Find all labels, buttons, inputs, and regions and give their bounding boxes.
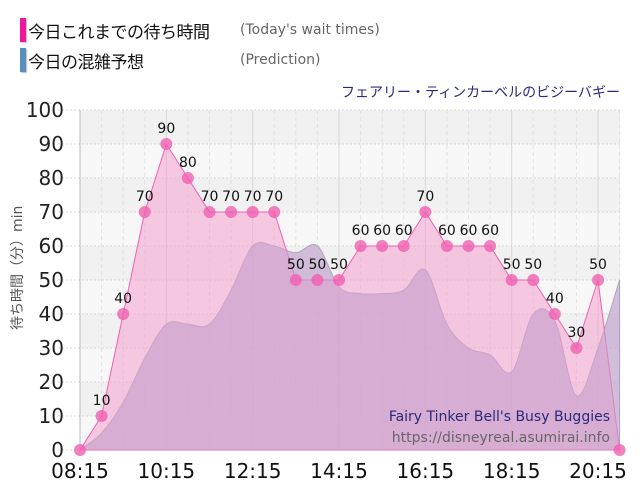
data-point <box>484 240 497 252</box>
data-label: 70 <box>265 189 283 205</box>
legend-actual-swatch <box>20 18 26 42</box>
data-point <box>138 206 151 218</box>
legend-prediction-swatch <box>20 48 26 72</box>
x-tick-label: 08:15 <box>51 459 109 483</box>
data-label: 80 <box>179 155 197 171</box>
data-point <box>95 410 108 422</box>
data-label: 30 <box>568 325 586 341</box>
y-tick-label: 20 <box>39 370 64 394</box>
data-label: 60 <box>373 223 391 239</box>
data-label: 70 <box>201 189 219 205</box>
x-tick-label: 18:15 <box>483 459 541 483</box>
data-point <box>613 444 626 456</box>
y-tick-label: 60 <box>39 234 64 258</box>
data-point <box>462 240 475 252</box>
data-point <box>74 444 86 456</box>
data-label: 50 <box>330 257 348 273</box>
data-point <box>246 206 259 218</box>
data-point <box>289 274 302 286</box>
data-label: 70 <box>136 189 154 205</box>
y-tick-label: 10 <box>39 404 64 428</box>
data-point <box>570 342 583 354</box>
data-point <box>354 240 367 252</box>
legend-prediction-label: 今日の混雑予想 <box>28 52 144 73</box>
data-point <box>181 172 194 184</box>
data-point <box>419 206 432 218</box>
data-label: 60 <box>352 223 370 239</box>
legend-prediction: 今日の混雑予想 <box>20 48 144 73</box>
x-tick-label: 20:15 <box>569 459 627 483</box>
y-tick-label: 90 <box>39 132 64 156</box>
data-label: 40 <box>114 291 132 307</box>
x-tick-label: 10:15 <box>138 459 196 483</box>
data-point <box>225 206 238 218</box>
watermark-title: Fairy Tinker Bell's Busy Buggies <box>389 409 610 425</box>
y-tick-label: 70 <box>39 200 64 224</box>
data-label: 70 <box>244 189 262 205</box>
data-label: 50 <box>524 257 542 273</box>
data-point <box>592 274 604 286</box>
chart-title: フェアリー・ティンカーベルのビジーバギー <box>340 85 620 101</box>
data-label: 90 <box>157 121 175 137</box>
data-label: 60 <box>481 223 499 239</box>
data-label: 60 <box>395 223 413 239</box>
data-point <box>397 240 410 252</box>
y-tick-label: 80 <box>39 166 64 190</box>
data-point <box>527 274 540 286</box>
data-point <box>311 274 324 286</box>
data-label: 40 <box>546 291 564 307</box>
watermark-url: https://disneyreal.asumirai.info <box>392 430 610 446</box>
data-point <box>440 240 453 252</box>
legend-prediction-label-en: (Prediction) <box>240 52 321 68</box>
data-label: 70 <box>416 189 434 205</box>
data-point <box>376 240 389 252</box>
data-point <box>160 138 173 150</box>
data-label: 60 <box>438 223 456 239</box>
y-tick-label: 50 <box>39 268 64 292</box>
prediction-area-overlay <box>80 242 620 450</box>
data-point <box>203 206 216 218</box>
y-tick-label: 40 <box>39 302 64 326</box>
data-point <box>548 308 561 320</box>
x-tick-label: 12:15 <box>224 459 282 483</box>
y-tick-label: 30 <box>39 336 64 360</box>
data-label: 50 <box>287 257 305 273</box>
data-label: 50 <box>309 257 327 273</box>
data-label: 50 <box>589 257 607 273</box>
x-tick-label: 14:15 <box>310 459 368 483</box>
data-point <box>333 274 345 286</box>
data-point <box>117 308 130 320</box>
y-tick-label: 100 <box>26 98 64 122</box>
data-point <box>268 206 281 218</box>
plot-band <box>80 110 620 144</box>
data-label: 50 <box>503 257 521 273</box>
y-tick-label: 0 <box>51 438 64 462</box>
legend-actual: 今日これまでの待ち時間 <box>20 18 210 43</box>
legend-actual-label: 今日これまでの待ち時間 <box>28 22 210 43</box>
data-label: 60 <box>460 223 478 239</box>
data-label: 10 <box>93 393 111 409</box>
legend-actual-label-en: (Today's wait times) <box>240 22 380 38</box>
x-tick-label: 16:15 <box>397 459 455 483</box>
data-label: 70 <box>222 189 240 205</box>
data-point <box>505 274 518 286</box>
